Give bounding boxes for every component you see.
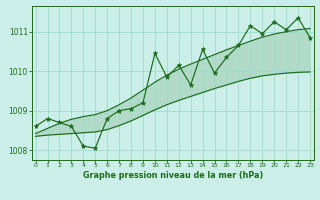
X-axis label: Graphe pression niveau de la mer (hPa): Graphe pression niveau de la mer (hPa): [83, 171, 263, 180]
